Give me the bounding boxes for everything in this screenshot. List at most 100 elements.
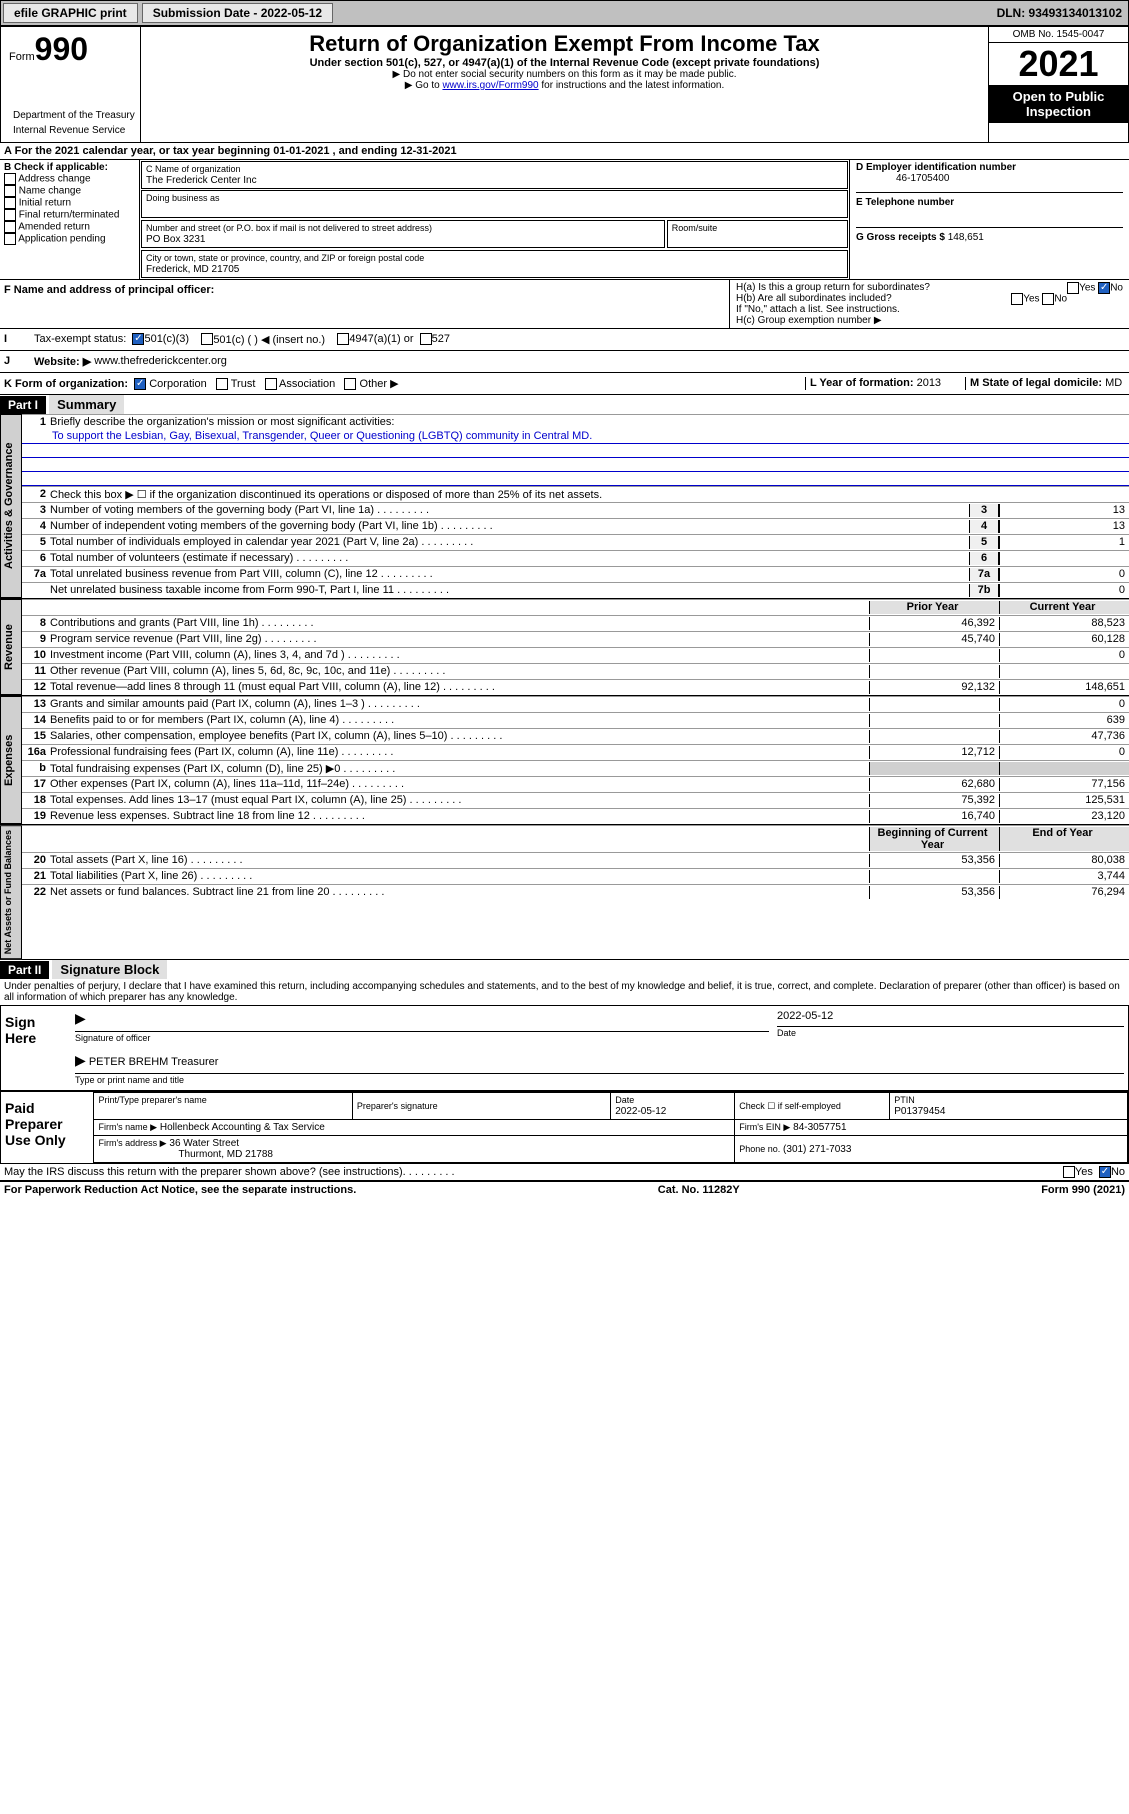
form-subtitle: Under section 501(c), 527, or 4947(a)(1)… — [145, 57, 984, 69]
prior-year-hdr: Prior Year — [869, 601, 999, 614]
row-i: ITax-exempt status: 501(c)(3) 501(c) ( )… — [0, 329, 1129, 351]
vtab-exp: Expenses — [0, 696, 22, 824]
cb-discuss-no[interactable] — [1099, 1166, 1111, 1178]
cb-initial-return[interactable]: Initial return — [4, 197, 135, 209]
cb-corp[interactable] — [134, 378, 146, 390]
submission-date-button[interactable]: Submission Date - 2022-05-12 — [142, 3, 333, 23]
efile-print-button[interactable]: efile GRAPHIC print — [3, 3, 138, 23]
line-7b: Net unrelated business taxable income fr… — [22, 582, 1129, 598]
irs-link[interactable]: www.irs.gov/Form990 — [442, 80, 538, 91]
eoy-hdr: End of Year — [999, 827, 1129, 851]
cb-assoc[interactable] — [265, 378, 277, 390]
mission-blank1 — [22, 444, 1129, 458]
footer-form: Form 990 (2021) — [1041, 1184, 1125, 1196]
cb-address-change[interactable]: Address change — [4, 173, 135, 185]
officer-name: PETER BREHM Treasurer — [89, 1056, 219, 1068]
box-f: F Name and address of principal officer: — [0, 280, 729, 328]
cb-501c[interactable] — [201, 333, 213, 345]
cb-app-pending[interactable]: Application pending — [4, 233, 135, 245]
cb-527[interactable] — [420, 333, 432, 345]
cb-final-return[interactable]: Final return/terminated — [4, 209, 135, 221]
h-c: H(c) Group exemption number ▶ — [736, 315, 1123, 326]
line-6: 6Total number of volunteers (estimate if… — [22, 550, 1129, 566]
addr-label: Number and street (or P.O. box if mail i… — [146, 223, 432, 233]
line-8: 8Contributions and grants (Part VIII, li… — [22, 615, 1129, 631]
firm-addr1: 36 Water Street — [169, 1138, 239, 1149]
cb-other[interactable] — [344, 378, 356, 390]
sig-date: 2022-05-12 — [777, 1010, 1124, 1022]
tax-status-label: Tax-exempt status: — [34, 333, 126, 346]
box-b-title: B Check if applicable: — [4, 162, 108, 173]
line2-desc: Check this box ▶ ☐ if the organization d… — [50, 488, 1129, 501]
row-fh: F Name and address of principal officer:… — [0, 280, 1129, 329]
h-note: If "No," attach a list. See instructions… — [736, 304, 1123, 315]
entity-row: B Check if applicable: Address change Na… — [0, 160, 1129, 280]
note-link: ▶ Go to www.irs.gov/Form990 for instruct… — [145, 80, 984, 91]
vtab-rev: Revenue — [0, 599, 22, 695]
form-number: 990 — [35, 31, 88, 67]
title-box: Return of Organization Exempt From Incom… — [141, 27, 988, 142]
omb-number: OMB No. 1545-0047 — [989, 27, 1128, 43]
line-4: 4Number of independent voting members of… — [22, 518, 1129, 534]
type-name-label: Type or print name and title — [75, 1075, 184, 1085]
form-header: Form990 Department of the Treasury Inter… — [0, 26, 1129, 143]
gross-label: G Gross receipts $ — [856, 232, 945, 243]
line-13: 13Grants and similar amounts paid (Part … — [22, 696, 1129, 712]
city-field: City or town, state or province, country… — [141, 250, 848, 278]
box-l: L Year of formation: 2013 — [805, 377, 965, 390]
part1-header: Part I — [0, 396, 46, 414]
form-label: Form — [9, 51, 35, 63]
line-5: 5Total number of individuals employed in… — [22, 534, 1129, 550]
cb-trust[interactable] — [216, 378, 228, 390]
row-klm: K Form of organization: Corporation Trus… — [0, 373, 1129, 395]
ein-value: 46-1705400 — [896, 173, 949, 184]
line-b: bTotal fundraising expenses (Part IX, co… — [22, 760, 1129, 776]
cb-amended[interactable]: Amended return — [4, 221, 135, 233]
mission-text: To support the Lesbian, Gay, Bisexual, T… — [22, 430, 1129, 444]
opt-assoc: Association — [279, 378, 335, 390]
opt-4947: 4947(a)(1) or — [349, 333, 413, 346]
part1-title: Summary — [49, 395, 124, 414]
topbar: efile GRAPHIC print Submission Date - 20… — [0, 0, 1129, 26]
box-f-label: F Name and address of principal officer: — [4, 284, 214, 296]
line-14: 14Benefits paid to or for members (Part … — [22, 712, 1129, 728]
sig-officer-label: Signature of officer — [75, 1033, 150, 1043]
cb-discuss-yes[interactable] — [1063, 1166, 1075, 1178]
vtab-na: Net Assets or Fund Balances — [0, 825, 22, 959]
line1-desc: Briefly describe the organization's miss… — [50, 416, 1129, 429]
box-m: M State of legal domicile: MD — [965, 377, 1125, 390]
note2-pre: ▶ Go to — [405, 80, 443, 91]
firm-name: Hollenbeck Accounting & Tax Service — [160, 1122, 325, 1133]
firm-ein-label: Firm's EIN ▶ — [739, 1122, 790, 1132]
discuss-text: May the IRS discuss this return with the… — [4, 1166, 403, 1178]
org-name-field: C Name of organization The Frederick Cen… — [141, 161, 848, 189]
jurat: Under penalties of perjury, I declare th… — [0, 979, 1129, 1005]
ein-label: D Employer identification number — [856, 162, 1016, 173]
dba-field: Doing business as — [141, 190, 848, 218]
line-22: 22Net assets or fund balances. Subtract … — [22, 884, 1129, 900]
dln-text: DLN: 93493134013102 — [991, 4, 1128, 22]
dept-treasury: Department of the Treasury — [9, 108, 149, 123]
city-label: City or town, state or province, country… — [146, 253, 424, 263]
part1-na: Net Assets or Fund Balances Beginning of… — [0, 825, 1129, 960]
box-h: H(a) Is this a group return for subordin… — [729, 280, 1129, 328]
firm-phone-label: Phone no. — [739, 1144, 780, 1154]
part2-header-row: Part II Signature Block — [0, 960, 1129, 979]
line-11: 11Other revenue (Part VIII, column (A), … — [22, 663, 1129, 679]
firm-ein: 84-3057751 — [793, 1122, 846, 1133]
line-21: 21Total liabilities (Part X, line 26)3,7… — [22, 868, 1129, 884]
irs-label: Internal Revenue Service — [9, 123, 149, 138]
cb-4947[interactable] — [337, 333, 349, 345]
cb-name-change[interactable]: Name change — [4, 185, 135, 197]
part1-ag: Activities & Governance 1Briefly describ… — [0, 414, 1129, 599]
section-a-text: For the 2021 calendar year, or tax year … — [15, 145, 457, 157]
box-b: B Check if applicable: Address change Na… — [0, 160, 140, 279]
check-self-emp: Check ☐ if self-employed — [739, 1101, 841, 1111]
form-title: Return of Organization Exempt From Incom… — [145, 31, 984, 57]
line-3: 3Number of voting members of the governi… — [22, 502, 1129, 518]
cb-501c3[interactable] — [132, 333, 144, 345]
tax-year: 2021 — [989, 43, 1128, 85]
part2-header: Part II — [0, 961, 49, 979]
vtab-ag: Activities & Governance — [0, 414, 22, 598]
mission-blank2 — [22, 458, 1129, 472]
